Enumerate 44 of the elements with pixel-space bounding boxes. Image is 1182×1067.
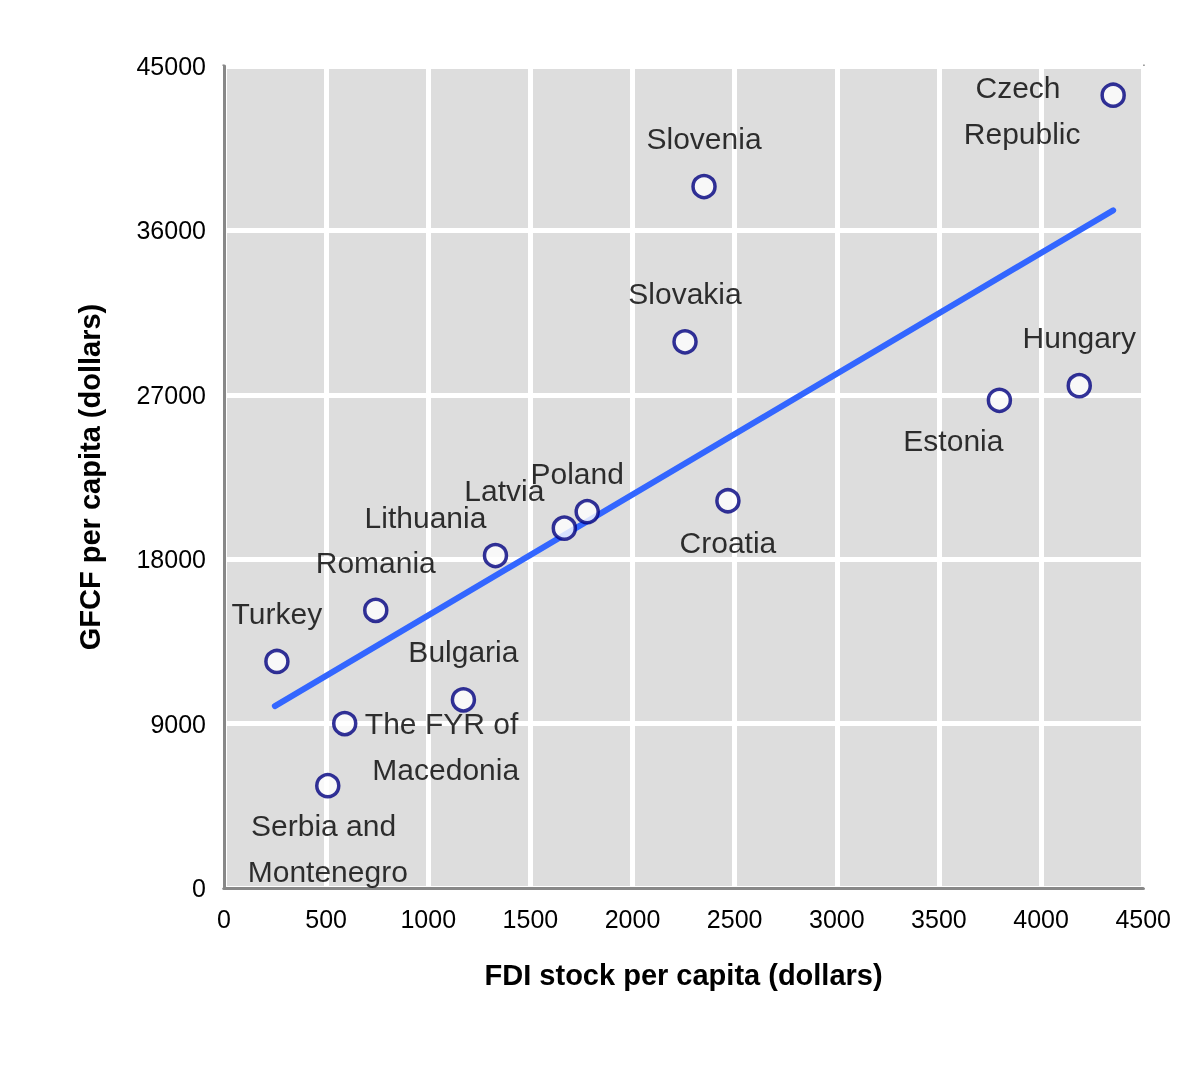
annotation: Lithuania (364, 501, 487, 535)
point (986, 387, 1013, 414)
annotation: Slovenia (646, 122, 762, 156)
annotation: Hungary (1022, 321, 1136, 355)
y-tick-label: 9000 (150, 709, 206, 738)
annotation: Turkey (231, 596, 323, 630)
point (551, 515, 578, 541)
y-axis-title: GFCF per capita (dollars) (73, 303, 106, 651)
point (482, 542, 509, 569)
point (1100, 82, 1126, 108)
point (315, 772, 341, 799)
x-tick-label: 0 (217, 904, 231, 933)
point (715, 488, 741, 514)
x-tick-label: 1500 (502, 904, 559, 933)
point (1066, 372, 1093, 399)
point (574, 498, 600, 525)
annotation: Slovakia (628, 277, 743, 311)
y-tick-label: 36000 (136, 216, 206, 245)
x-tick-label: 4000 (1013, 904, 1069, 933)
y-tick-label: 18000 (136, 545, 206, 574)
annotation: Romania (315, 545, 437, 579)
y-tick-label: 45000 (136, 52, 206, 80)
point (450, 687, 477, 713)
y-tick-label: 27000 (136, 380, 206, 409)
annotation: Serbia and Montenegro (247, 809, 408, 889)
annotation: Estonia (903, 423, 1004, 457)
x-tick-label: 2500 (706, 904, 763, 933)
annotation: Croatia (679, 526, 777, 560)
point (672, 329, 698, 355)
point (691, 173, 717, 200)
point (331, 710, 358, 737)
point (264, 648, 290, 675)
x-tick-label: 1000 (400, 904, 457, 933)
x-tick-label: 4500 (1115, 904, 1171, 933)
x-tick-label: 3000 (808, 904, 865, 933)
x-tick-label: 3500 (911, 904, 967, 933)
annotation: Czech Republic (963, 70, 1081, 150)
x-tick-label: 500 (305, 904, 347, 933)
y-tick-label: 0 (192, 874, 206, 902)
x-axis-title: FDI stock per capita (dollars) (484, 958, 883, 991)
annotation: The FYR of Macedonia (364, 707, 527, 787)
x-tick-label: 2000 (604, 904, 661, 933)
point (363, 597, 389, 624)
annotation: Bulgaria (408, 635, 519, 669)
